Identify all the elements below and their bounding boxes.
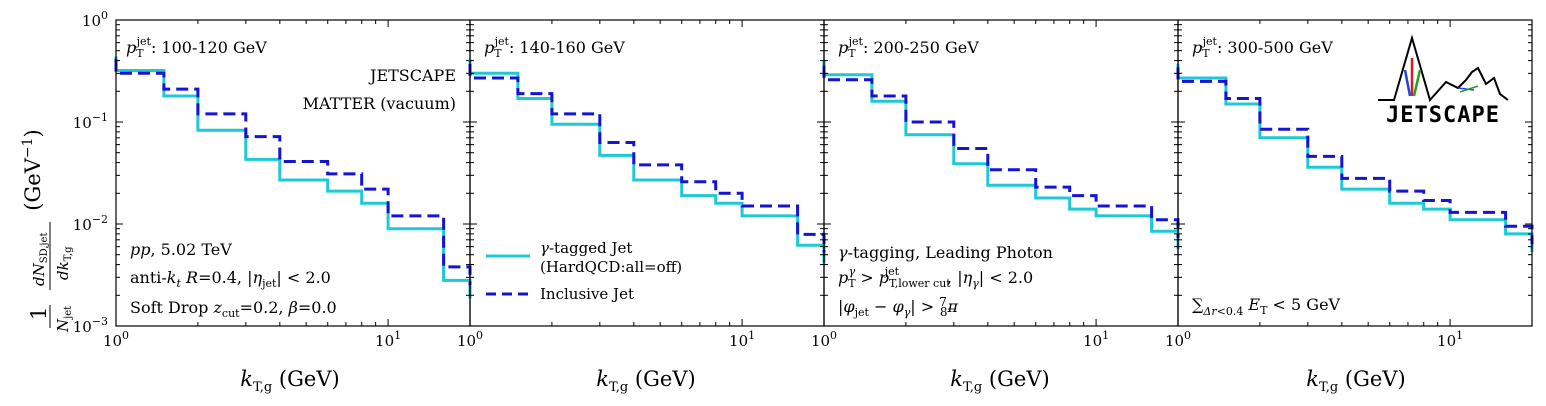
plot-frame [1177, 19, 1533, 327]
panel-label-0: pTjet: 100-120 GeV [126, 35, 267, 60]
isolation-label: ∑Δr<0.4 ET < 5 GeV [1192, 295, 1341, 318]
softdrop-label: Soft Drop zcut=0.2, β=0.0 [130, 298, 337, 320]
svg-text:(GeV−1): (GeV−1) [20, 129, 45, 210]
x-tick-label: 101 [375, 329, 401, 350]
panel-pt-140-160: 100 101 [457, 19, 826, 350]
y-axis-label: (GeV−1) 1 Njet dNSD,jet dkT,g [20, 129, 74, 333]
system-label: pp, 5.02 TeV [130, 240, 232, 259]
legend-label-gamma-sub: (HardQCD:all=off) [540, 258, 682, 276]
plot-frame [469, 19, 825, 327]
series-inclusive-line [468, 64, 826, 253]
svg-text:dNSD,jet: dNSD,jet [30, 233, 50, 286]
x-tick-label: 101 [1083, 329, 1109, 350]
legend-label-inclusive: Inclusive Jet [540, 285, 634, 303]
svg-text:1: 1 [27, 307, 51, 320]
model-label: MATTER (vacuum) [303, 94, 456, 113]
series-gamma-tagged-line [468, 59, 826, 264]
jetscape-logo: JETSCAPE [1378, 34, 1509, 128]
series-gamma-tagged-line [114, 56, 472, 299]
legend: γ-tagged Jet (HardQCD:all=off) Inclusive… [486, 239, 682, 303]
x-tick-label: 100 [457, 329, 483, 350]
x-tick-label: 100 [1165, 329, 1191, 350]
series-inclusive-line [822, 65, 1180, 238]
dphi-cut-label: |φjet − φγ| > 7 8π [838, 295, 959, 319]
series-inclusive-line [1176, 67, 1534, 245]
x-axis-label-3: kT,g (GeV) [1306, 367, 1405, 395]
svg-text:Njet: Njet [54, 306, 74, 333]
x-axis-label-0: kT,g (GeV) [240, 367, 339, 395]
y-tick-label: 10−1 [73, 111, 108, 132]
x-tick-label: 101 [729, 329, 755, 350]
panel-pt-200-250: 100 101 [811, 19, 1180, 350]
legend-label-gamma: γ-tagged Jet [540, 239, 632, 257]
y-tick-label: 10−2 [73, 213, 108, 234]
logo-text: JETSCAPE [1386, 103, 1500, 128]
series-gamma-tagged-line [822, 60, 1180, 250]
x-tick-label: 100 [103, 329, 129, 350]
series-inclusive-line [114, 59, 472, 285]
panel-label-3: pTjet: 300-500 GeV [1192, 35, 1333, 60]
jet-def-label: anti-kt R=0.4, |ηjet| < 2.0 [130, 268, 331, 290]
series-gamma-tagged-line [1176, 64, 1534, 252]
panel-pt-300-500: 100 101 [1165, 19, 1534, 350]
x-axis-label-1: kT,g (GeV) [596, 367, 695, 395]
y-tick-label: 100 [82, 9, 108, 30]
x-axis-label-2: kT,g (GeV) [950, 367, 1049, 395]
svg-text:dkT,g: dkT,g [54, 246, 74, 280]
panel-label-2: pTjet: 200-250 GeV [838, 35, 979, 60]
panel-label-1: pTjet: 140-160 GeV [484, 35, 625, 60]
x-tick-label: 100 [811, 329, 837, 350]
tagging-label: γ-tagging, Leading Photon [838, 243, 1053, 262]
collab-label: JETSCAPE [368, 66, 456, 85]
y-tick-label: 10−3 [73, 315, 108, 336]
x-tick-label: 101 [1437, 329, 1463, 350]
photon-pt-cut-label: pTγ > pT,lower cutjet, |ηγ| < 2.0 [838, 265, 1033, 290]
